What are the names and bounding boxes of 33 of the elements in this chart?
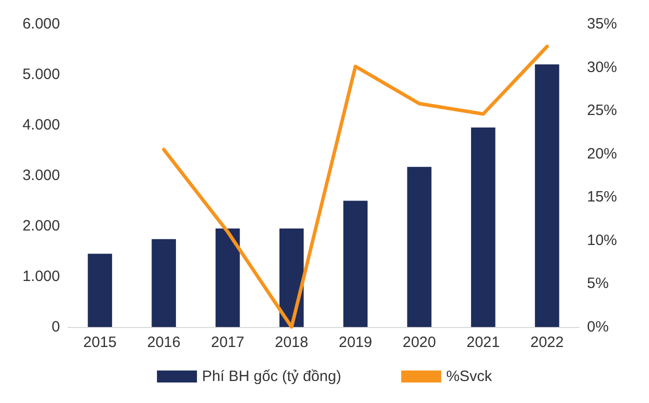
- bar: [216, 228, 240, 327]
- y2-tick-label: 30%: [587, 58, 618, 76]
- y2-tick-label: 20%: [587, 145, 618, 162]
- y2-tick-label: 25%: [587, 102, 618, 120]
- bar: [471, 128, 496, 327]
- x-tick-label: 2016: [147, 334, 180, 351]
- y2-tick-label: 0%: [587, 318, 609, 336]
- legend-label: %Svck: [446, 368, 493, 385]
- y-tick-label: 3.000: [22, 167, 60, 184]
- bar: [343, 200, 368, 327]
- bar: [407, 166, 432, 327]
- line-series: [162, 44, 549, 329]
- y-tick-label: 2.000: [22, 218, 60, 234]
- x-tick-label: 2017: [211, 334, 244, 351]
- y-tick-label: 1.000: [22, 268, 60, 285]
- x-tick-label: 2019: [338, 334, 372, 351]
- y2-tick-label: 10%: [587, 232, 618, 249]
- y-tick-label: 0: [52, 318, 60, 336]
- y-tick-label: 5.000: [22, 66, 60, 83]
- legend-label: Phí BH gốc (tỷ đồng): [202, 368, 342, 385]
- x-tick-label: 2021: [466, 334, 500, 351]
- bar: [152, 239, 176, 327]
- bar: [88, 254, 112, 327]
- x-tick-label: 2020: [402, 334, 436, 351]
- y2-tick-label: 5%: [587, 275, 609, 292]
- y-tick-label: 4.000: [22, 116, 60, 134]
- x-tick-label: 2018: [274, 334, 308, 351]
- x-tick-label: 2022: [530, 334, 564, 351]
- y2-tick-label: 15%: [587, 188, 618, 206]
- y2-tick-label: 35%: [587, 16, 618, 32]
- bar: [534, 64, 560, 327]
- x-tick-label: 2015: [83, 334, 117, 351]
- y-tick-label: 6.000: [22, 16, 60, 32]
